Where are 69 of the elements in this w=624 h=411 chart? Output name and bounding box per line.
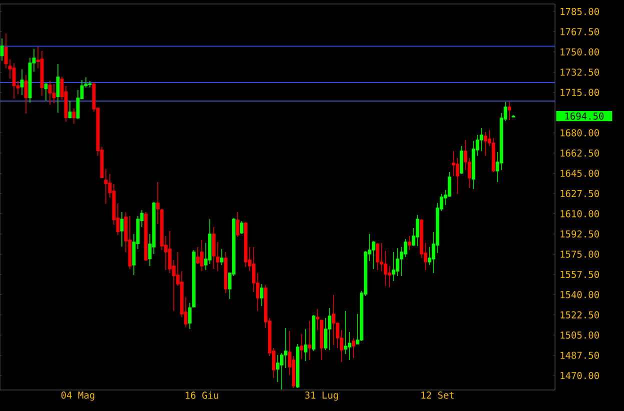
y-tick-label: 1645.00 — [560, 170, 599, 177]
y-tick-label: 1680.00 — [560, 129, 599, 136]
candlestick — [244, 222, 248, 268]
candlestick — [144, 212, 148, 262]
candlestick — [56, 64, 60, 114]
candlestick — [508, 102, 512, 120]
candlestick — [260, 284, 264, 306]
candlestick — [408, 236, 412, 250]
candlestick — [240, 220, 244, 234]
y-tick-label: 1557.50 — [560, 270, 599, 278]
y-tick-label: 1592.50 — [560, 230, 599, 238]
candlestick — [200, 240, 204, 272]
text: 1694.50 — [565, 112, 604, 120]
candlestick — [376, 242, 380, 270]
candlestick — [68, 100, 72, 119]
y-tick-label: 1610.00 — [560, 210, 599, 218]
y-tick-label: 1575.00 — [560, 250, 599, 258]
y-tick-label: 1540.00 — [560, 291, 599, 298]
y-tick-label: 1470.00 — [560, 372, 599, 380]
candlestick — [312, 314, 316, 352]
candlestick — [44, 82, 48, 102]
y-tick-label: 1505.00 — [560, 331, 599, 339]
candlestick — [480, 128, 484, 152]
x-tick-label: 16 Giu — [186, 392, 218, 399]
y-tick-label: 1487.50 — [560, 352, 599, 359]
candlestick — [120, 212, 124, 248]
candlestick — [328, 308, 332, 350]
y-tick-label: 1627.50 — [560, 190, 599, 198]
candlestick — [212, 226, 216, 270]
candlestick — [220, 248, 224, 266]
candlestick — [188, 302, 192, 330]
candlestick — [224, 252, 228, 294]
candlestick — [308, 320, 312, 360]
candlestick — [88, 80, 92, 88]
candlestick — [300, 334, 304, 360]
candlestick — [216, 242, 220, 272]
candlestick — [104, 168, 108, 204]
candlestick — [236, 212, 240, 238]
candlestick — [192, 250, 196, 308]
y-tick-label: 1767.50 — [560, 28, 599, 36]
candlestick — [24, 74, 28, 114]
x-tick-label: 31 Lug — [305, 392, 338, 401]
y-tick-label: 1732.50 — [560, 68, 599, 76]
candlestick — [304, 328, 308, 362]
candlestick — [320, 320, 324, 360]
y-tick-label: 1715.00 — [560, 88, 599, 96]
candlestick — [156, 182, 160, 224]
candlestick — [12, 62, 16, 100]
candlestick — [72, 108, 76, 124]
candlestick — [484, 132, 488, 156]
y-tick-label: 1750.00 — [560, 48, 599, 56]
candlestick — [332, 294, 336, 346]
candlestick — [392, 252, 396, 282]
candlestick — [48, 80, 52, 106]
candlestick — [128, 216, 132, 270]
y-tick-label: 1662.50 — [560, 149, 599, 157]
candlestick — [0, 38, 4, 62]
candlestick — [316, 308, 320, 330]
candlestick — [4, 32, 8, 69]
x-tick-label: 04 Mag — [61, 392, 94, 401]
candlestick — [20, 68, 24, 96]
candlestick — [352, 338, 356, 358]
x-tick-label: 12 Set — [422, 392, 454, 399]
candlestick — [52, 84, 56, 104]
candlestick — [296, 344, 300, 388]
y-tick-label: 1785.00 — [560, 8, 599, 16]
candlestick — [416, 214, 420, 246]
y-tick-label: 1522.50 — [560, 311, 599, 318]
candlestick — [512, 114, 516, 118]
